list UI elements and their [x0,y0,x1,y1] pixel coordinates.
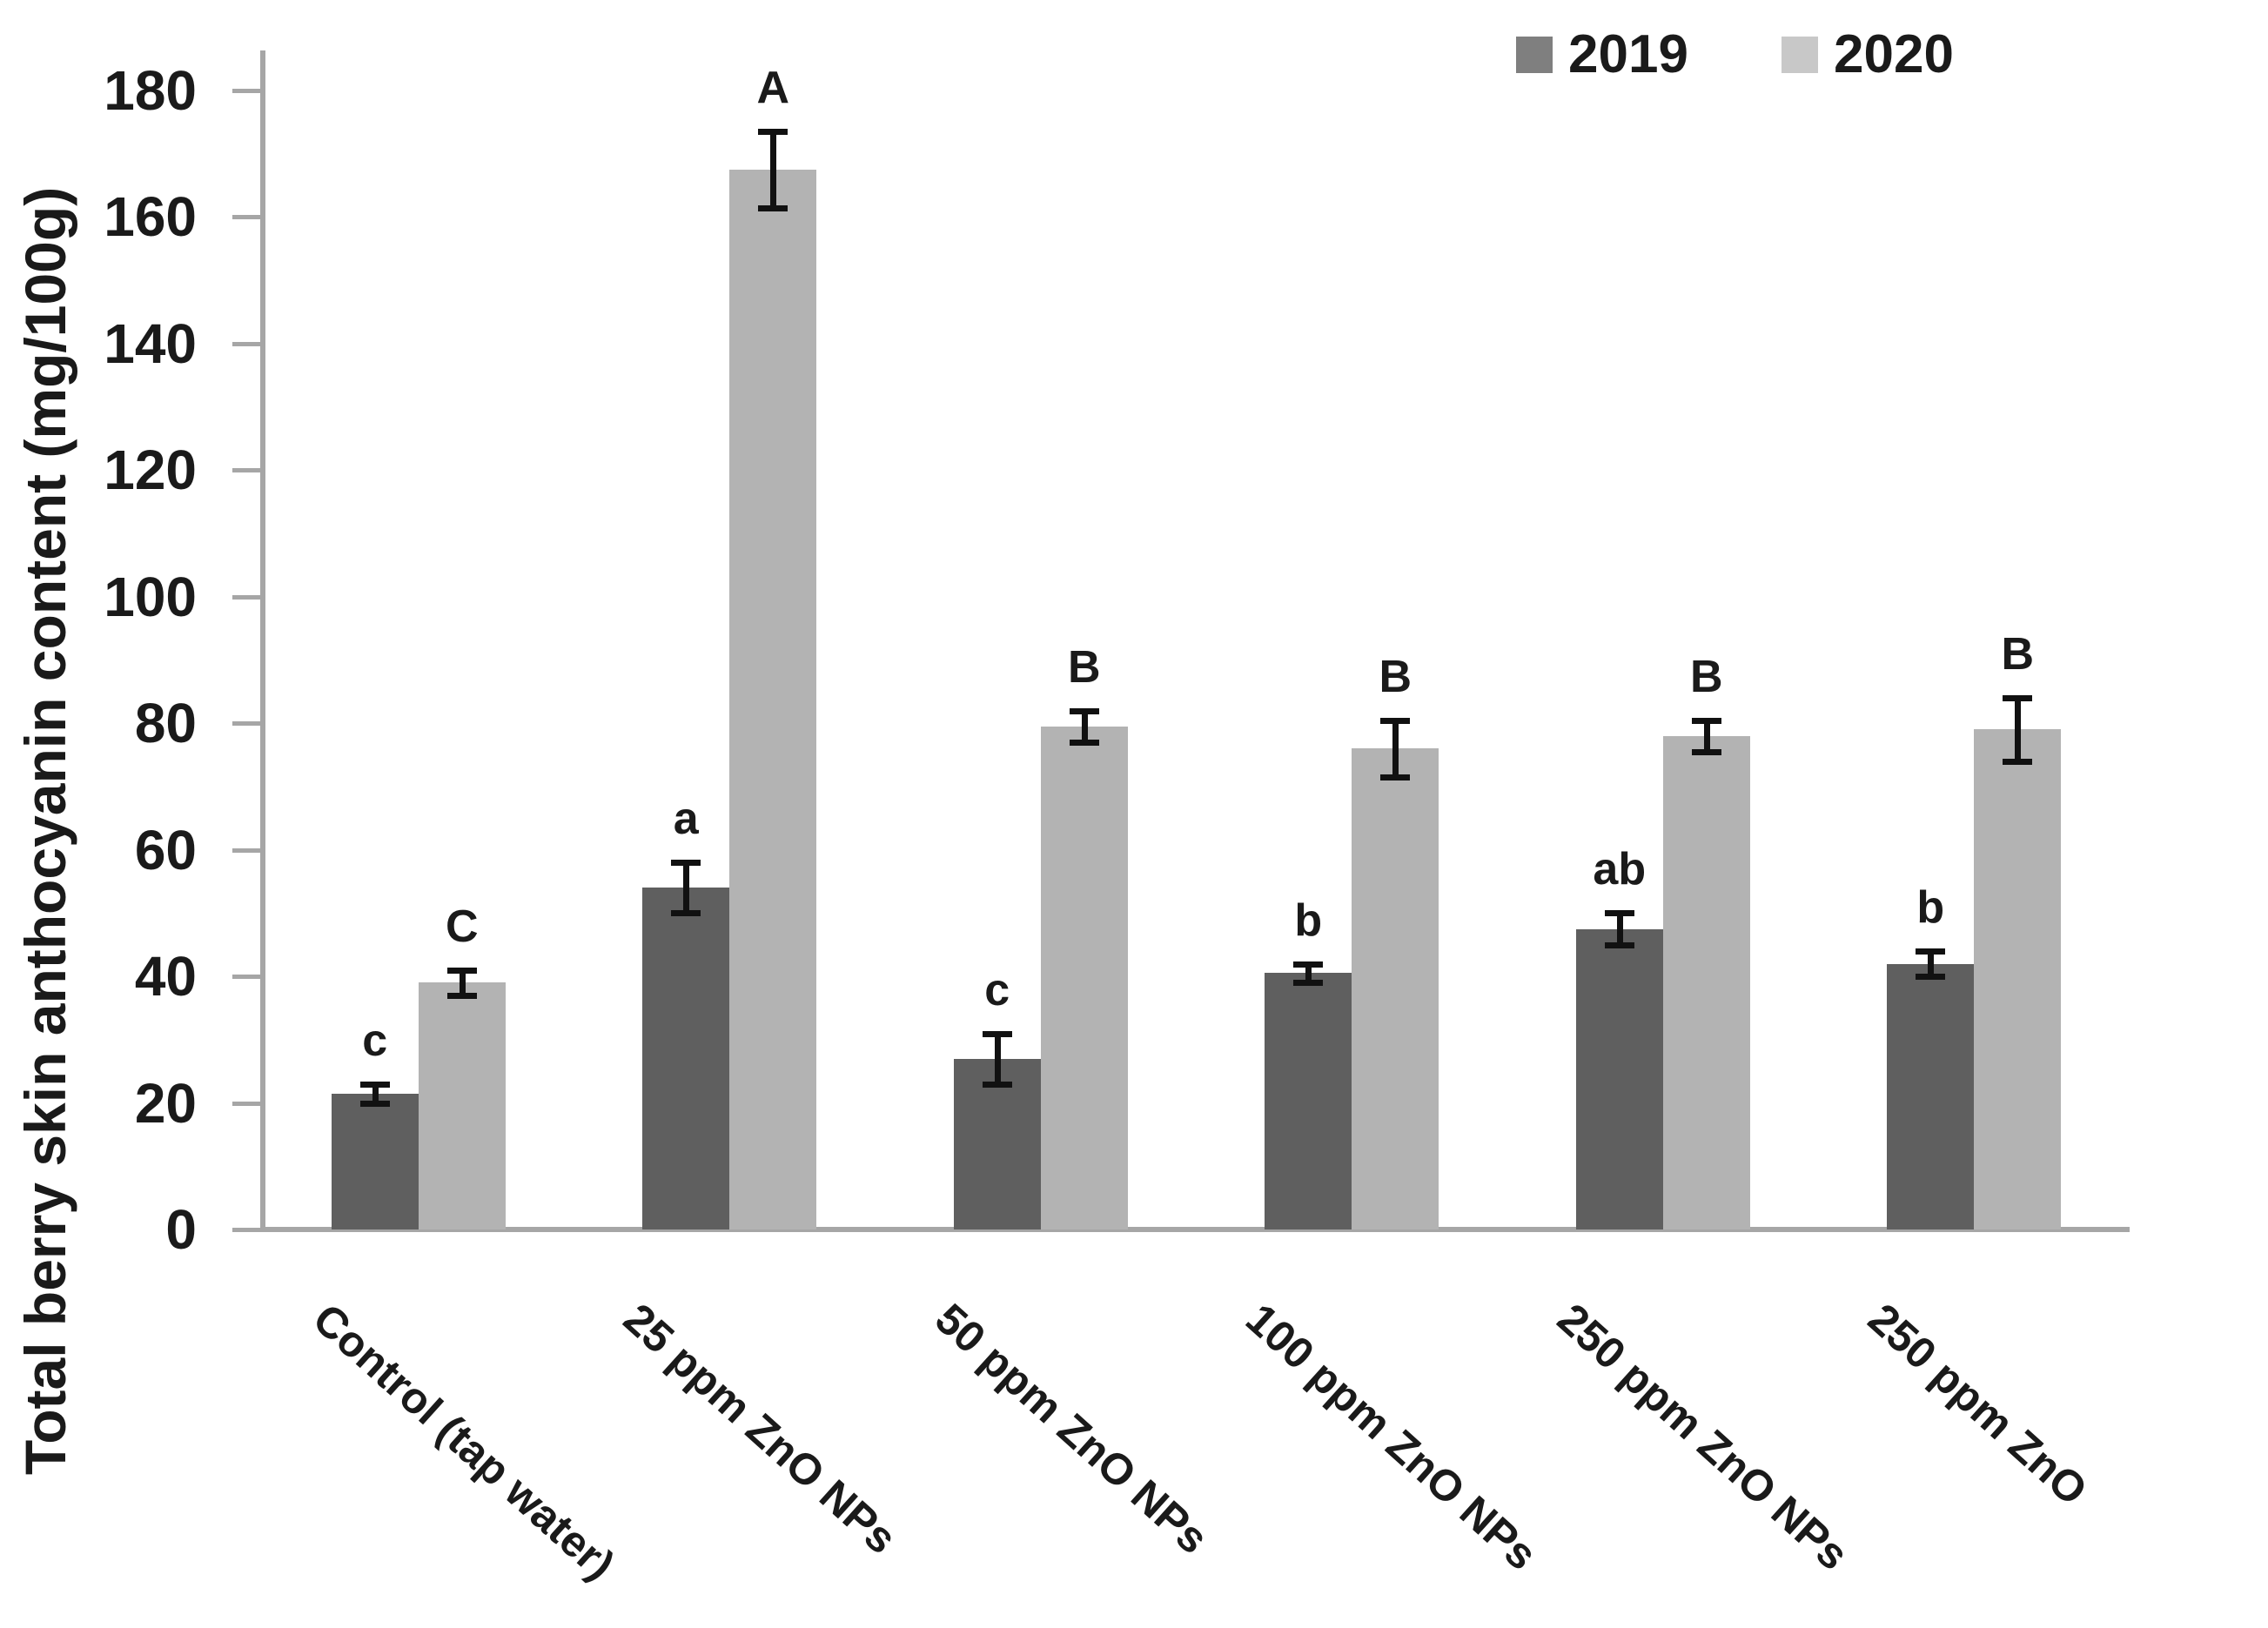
y-axis-tick [232,975,260,980]
bar-2020-4 [1662,735,1750,1229]
error-bar-cap [671,860,701,867]
y-axis-tick-label: 160 [104,185,197,249]
y-axis-tick-label: 140 [104,312,197,375]
error-bar-cap [758,129,788,136]
error-bar-cap [359,1081,390,1088]
y-axis-tick [232,1228,260,1232]
error-bar-cap [671,910,701,917]
error-bar-cap [446,967,477,974]
sig-letter-2020-4: B [1689,651,1723,702]
error-bar-cap [1604,941,1634,948]
bar-2019-4 [1575,928,1663,1229]
error-bar-cap [2003,758,2033,765]
x-category-label-0: Control (tap water) [303,1294,624,1590]
error-bar [1703,720,1710,752]
error-bar-cap [1293,980,1324,987]
legend-swatch-2020-icon [1782,37,1818,73]
bar-2019-3 [1265,973,1352,1229]
error-bar-cap [1691,748,1721,755]
y-axis-tick [232,594,260,600]
error-bar-cap [1916,974,1946,981]
error-bar-cap [1604,910,1634,917]
x-category-label-2: 50 ppm ZnO NPs [925,1294,1218,1564]
y-axis-tick [232,341,260,346]
y-axis-tick-label: 0 [165,1198,197,1261]
y-axis-tick-label: 40 [134,945,197,1008]
error-bar [994,1033,1001,1084]
bar-2020-2 [1040,726,1128,1229]
error-bar [1616,913,1623,945]
sig-letter-2020-0: C [445,901,479,952]
error-bar-cap [1293,961,1324,968]
x-category-label-4: 250 ppm ZnO NPs [1547,1294,1858,1580]
error-bar-cap [1916,948,1946,955]
sig-letter-2020-2: B [1067,641,1101,693]
bar-2020-1 [729,169,817,1229]
x-category-label-1: 25 ppm ZnO NPs [614,1294,907,1564]
bar-2019-1 [642,888,730,1229]
error-bar [2015,698,2022,761]
y-axis-tick-label: 80 [134,692,197,755]
sig-letter-2019-2: c [984,964,1010,1015]
legend-swatch-2019-icon [1516,37,1553,73]
error-bar [683,862,690,914]
error-bar-cap [1069,740,1099,747]
error-bar [1305,963,1312,983]
error-bar [770,131,777,208]
bar-2020-5 [1974,729,2062,1229]
y-axis-tick [232,215,260,220]
bar-2019-5 [1887,963,1975,1229]
error-bar-cap [1380,717,1411,724]
sig-letter-2020-5: B [2001,629,2035,680]
legend-label-2019: 2019 [1568,24,1688,84]
legend-item-2019: 2019 [1516,28,1688,82]
error-bar-cap [1069,707,1099,714]
error-bar-cap [2003,695,2033,702]
error-bar-cap [982,1081,1012,1088]
y-axis-line [260,50,265,1229]
y-axis-tick-label: 180 [104,59,197,122]
y-axis-tick [232,721,260,727]
sig-letter-2019-5: b [1916,882,1945,934]
x-axis-line [260,1227,2130,1232]
error-bar-cap [1380,774,1411,781]
sig-letter-2019-3: b [1294,894,1323,946]
bar-2019-0 [331,1093,419,1229]
x-category-label-5: 250 ppm ZnO [1859,1294,2097,1515]
error-bar [372,1083,379,1103]
y-axis-tick-label: 20 [134,1071,197,1135]
y-axis-tick-label: 120 [104,439,197,502]
y-axis-tick [232,89,260,93]
error-bar-cap [446,992,477,999]
sig-letter-2020-1: A [756,63,790,114]
sig-letter-2019-4: ab [1593,844,1647,895]
error-bar-cap [758,204,788,211]
y-axis-tick-label: 100 [104,565,197,628]
error-bar [1392,720,1399,778]
sig-letter-2019-0: c [362,1015,388,1066]
y-axis-tick [232,468,260,473]
error-bar-cap [359,1100,390,1107]
legend-label-2020: 2020 [1834,24,1954,84]
x-category-label-3: 100 ppm ZnO NPs [1237,1294,1547,1580]
y-axis-tick [232,847,260,853]
bar-2020-0 [418,982,506,1229]
error-bar [1928,951,1935,977]
y-axis-tick-label: 60 [134,818,197,881]
sig-letter-2019-1: a [673,794,699,845]
error-bar [1081,710,1088,743]
y-axis-tick [232,1101,260,1106]
error-bar [459,969,466,995]
legend-item-2020: 2020 [1782,28,1954,82]
sig-letter-2020-3: B [1379,651,1412,702]
bar-2020-3 [1352,748,1439,1229]
error-bar-cap [1691,717,1721,724]
error-bar-cap [982,1030,1012,1037]
